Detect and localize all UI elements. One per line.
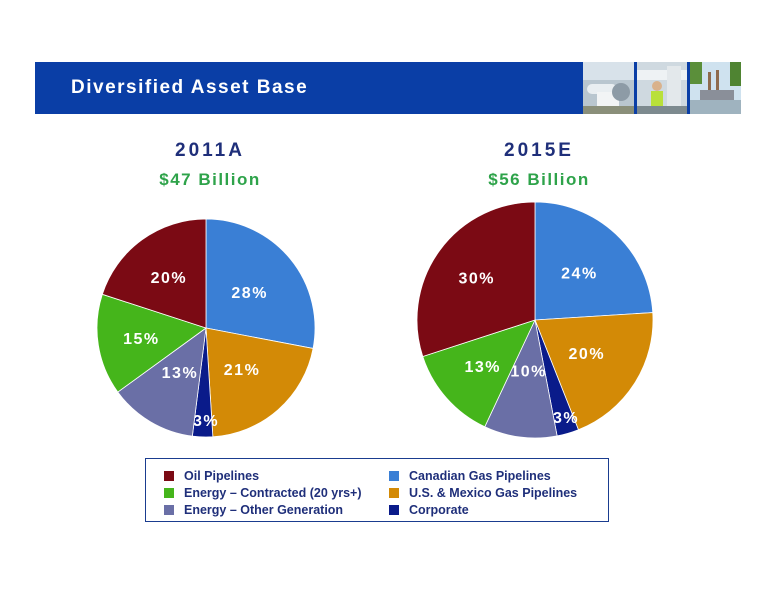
legend-label: Oil Pipelines [184, 469, 260, 483]
legend-item: U.S. & Mexico Gas Pipelines [389, 486, 577, 500]
header-banner: Diversified Asset Base [35, 62, 742, 114]
pipeline-photo [583, 62, 634, 114]
legend-item: Energy – Other Generation [164, 503, 343, 517]
chart-2015: 2015E $56 Billion [409, 140, 669, 190]
pie-0-label-4: 15% [123, 331, 160, 348]
pie-0-label-0: 28% [231, 285, 268, 302]
legend-label: Energy – Other Generation [184, 503, 344, 517]
pie-0-slice-1 [205, 327, 314, 438]
legend-swatch [164, 471, 174, 481]
pie-1-label-4: 13% [465, 359, 502, 376]
legend-item: Energy – Contracted (20 yrs+) [164, 486, 362, 500]
pie-0-slice-4 [96, 293, 207, 393]
legend-swatch [164, 505, 174, 515]
pie-1-slice-4 [422, 319, 536, 428]
pie-0-label-2: 3% [193, 413, 219, 430]
pie-0-slice-3 [117, 327, 207, 437]
power-plant-photo [690, 62, 742, 114]
pie-1-slice-1 [534, 312, 654, 431]
pie-0-slice-0 [205, 218, 316, 349]
legend-label: Corporate [409, 503, 469, 517]
pie-0-label-3: 13% [162, 365, 199, 382]
pie-0-slice-5 [101, 218, 207, 329]
chart-2015-subtitle: $56 Billion [488, 170, 590, 189]
pie-1-slice-0 [534, 201, 654, 321]
worker-photo [636, 62, 688, 114]
pie-1-slice-3 [484, 318, 558, 439]
pie-0-label-5: 20% [151, 270, 188, 287]
legend-swatch [389, 505, 399, 515]
legend-label: Canadian Gas Pipelines [409, 469, 551, 483]
legend-label: Energy – Contracted (20 yrs+) [184, 486, 362, 500]
chart-2011-title: 2011A [175, 140, 245, 161]
pie-1-label-1: 20% [569, 346, 606, 363]
pie-1-label-3: 10% [510, 363, 547, 380]
pie-0-label-1: 21% [224, 362, 261, 379]
pie-1-label-5: 30% [459, 271, 496, 288]
legend-item: Canadian Gas Pipelines [389, 469, 551, 483]
chart-2011-subtitle: $47 Billion [159, 170, 261, 189]
header-photos [583, 62, 742, 114]
legend-swatch [389, 471, 399, 481]
legend-label: U.S. & Mexico Gas Pipelines [409, 486, 578, 500]
pie-1-label-0: 24% [561, 266, 598, 283]
pie-1-label-2: 3% [553, 410, 579, 427]
chart-2015-title: 2015E [504, 140, 574, 161]
legend-swatch [389, 488, 399, 498]
legend-item: Oil Pipelines [164, 469, 259, 483]
page-title: Diversified Asset Base [71, 77, 309, 98]
legend-swatch [164, 488, 174, 498]
chart-2011: 2011A $47 Billion [80, 140, 340, 190]
legend-item: Corporate [389, 503, 469, 517]
legend: Oil Pipelines Canadian Gas Pipelines Energ… [145, 458, 609, 522]
pie-1-slice-5 [416, 201, 536, 357]
